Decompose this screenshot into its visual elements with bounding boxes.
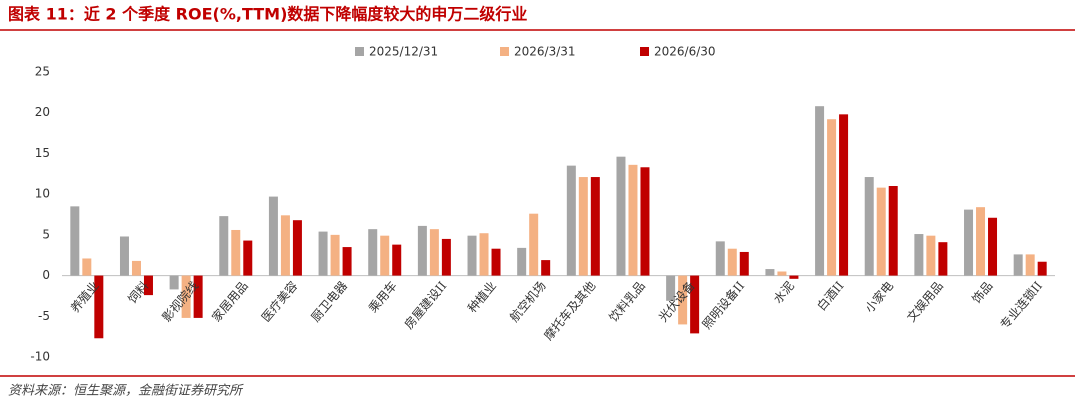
bar: [628, 164, 638, 276]
y-tick-label: 5: [42, 227, 50, 241]
bar: [529, 213, 539, 276]
y-tick-label: 0: [42, 268, 50, 282]
bar: [914, 234, 924, 276]
source: 资料来源：恒生聚源，金融街证券研究所: [8, 383, 244, 399]
bar: [82, 258, 92, 276]
bar: [1037, 261, 1047, 276]
bar: [342, 247, 352, 276]
bar: [715, 241, 725, 276]
x-tick-label: 白酒II: [814, 278, 847, 313]
bar: [765, 269, 775, 276]
x-tick-label: 种植业: [464, 278, 499, 315]
bar: [926, 235, 936, 276]
x-tick-label: 水泥: [771, 279, 797, 306]
bar: [429, 229, 439, 276]
y-tick-label: 25: [35, 65, 50, 79]
x-tick-label: 摩托车及其他: [541, 278, 599, 343]
x-tick-label: 乘用车: [365, 278, 400, 315]
bar: [280, 215, 290, 276]
bar: [789, 275, 799, 279]
bar: [964, 209, 974, 276]
y-tick-label: 15: [35, 146, 50, 160]
bar: [888, 186, 898, 276]
bar: [876, 187, 886, 276]
bar: [815, 106, 825, 276]
legend-label: 2026/6/30: [654, 45, 716, 59]
x-tick-label: 专业连锁II: [997, 278, 1046, 332]
bar: [131, 260, 141, 276]
bar: [70, 206, 80, 276]
bar: [616, 156, 626, 276]
bar: [119, 236, 129, 276]
x-tick-label: 航空机场: [506, 278, 548, 324]
bar: [467, 235, 477, 276]
bar: [219, 216, 229, 276]
x-tick-label: 小家电: [862, 278, 897, 315]
bar: [417, 225, 427, 276]
y-tick-label: -10: [30, 350, 50, 364]
bar: [368, 229, 378, 276]
bar: [479, 233, 489, 276]
bar: [181, 275, 191, 318]
x-tick-label: 文娱用品: [903, 278, 945, 324]
bar: [864, 177, 874, 276]
x-tick-label: 照明设备II: [700, 279, 748, 332]
y-tick-label: 20: [35, 105, 50, 119]
bar: [541, 260, 551, 276]
bar: [827, 119, 837, 276]
legend-swatch: [640, 47, 649, 56]
bar: [666, 275, 676, 301]
bar: [590, 177, 600, 276]
y-tick-label: -5: [38, 309, 50, 323]
bar: [292, 220, 302, 276]
bar: [380, 235, 390, 276]
bar: [727, 248, 737, 276]
bar: [1013, 254, 1023, 276]
x-tick-label: 饰品: [969, 279, 995, 306]
bar: [169, 275, 179, 290]
bar: [517, 247, 527, 276]
bar: [1025, 254, 1035, 276]
legend-swatch: [355, 47, 364, 56]
bar: [231, 229, 241, 276]
x-tick-label: 房屋建设II: [401, 278, 450, 332]
x-tick-label: 医疗美容: [258, 278, 300, 324]
bar: [938, 242, 948, 276]
bar: [491, 248, 501, 276]
chart-title: 图表 11：近 2 个季度 ROE(%,TTM)数据下降幅度较大的申万二级行业: [8, 5, 527, 24]
bar: [193, 275, 203, 318]
bar: [777, 271, 787, 276]
legend-label: 2026/3/31: [514, 45, 576, 59]
bar: [739, 251, 749, 276]
bar: [640, 167, 650, 276]
x-tick-label: 家居用品: [208, 278, 250, 324]
bar: [566, 165, 576, 276]
bar: [988, 217, 998, 276]
bar: [441, 238, 451, 276]
bar: [976, 207, 986, 276]
bar: [330, 234, 340, 276]
bar: [839, 114, 849, 276]
legend-label: 2025/12/31: [369, 45, 438, 59]
bar: [318, 231, 328, 276]
y-tick-label: 10: [35, 187, 50, 201]
legend-swatch: [500, 47, 509, 56]
x-tick-label: 饮料乳品: [606, 279, 648, 325]
bar: [243, 240, 253, 276]
bar: [578, 177, 588, 276]
x-tick-label: 厨卫电器: [308, 279, 350, 325]
bar: [392, 244, 402, 276]
bar: [94, 275, 104, 339]
bar: [143, 275, 153, 296]
bar: [678, 275, 688, 325]
bar: [690, 275, 700, 334]
bar: [268, 196, 278, 276]
